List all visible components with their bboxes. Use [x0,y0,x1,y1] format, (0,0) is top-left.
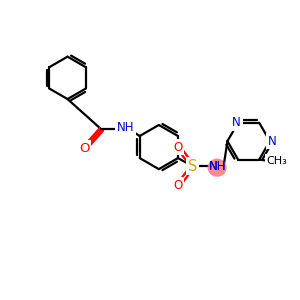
Ellipse shape [208,158,227,177]
Text: N: N [232,116,241,129]
Text: N: N [268,135,277,148]
Text: NH: NH [208,160,226,173]
Text: O: O [173,141,183,154]
Text: NH: NH [208,160,226,173]
Text: S: S [188,159,197,174]
Text: O: O [173,179,183,192]
Text: CH₃: CH₃ [266,156,287,166]
Text: O: O [79,142,90,155]
Text: NH: NH [117,121,134,134]
